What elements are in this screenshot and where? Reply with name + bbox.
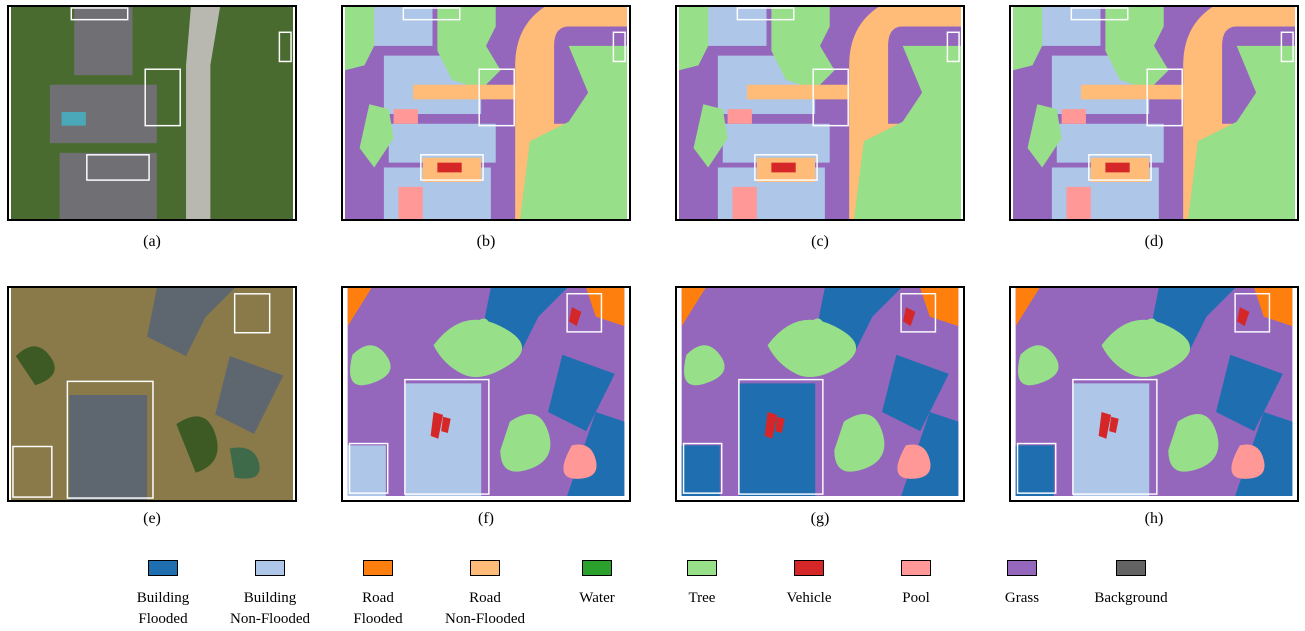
- legend-item: Grass: [967, 560, 1077, 609]
- photo: [7, 286, 297, 502]
- legend-swatch: [901, 560, 931, 576]
- legend-label: Non-Flooded: [430, 609, 540, 630]
- legend-swatch: [470, 560, 500, 576]
- panel-label: (b): [341, 233, 631, 251]
- panel-label: (f): [341, 510, 631, 528]
- legend-label: Non-Flooded: [215, 609, 325, 630]
- segmentation: [675, 286, 965, 502]
- legend-item: Pool: [861, 560, 971, 609]
- legend-swatch: [255, 560, 285, 576]
- legend-item: Vehicle: [754, 560, 864, 609]
- legend-label: Pool: [861, 588, 971, 609]
- legend-item: Background: [1076, 560, 1186, 609]
- legend-swatch: [794, 560, 824, 576]
- segmentation: [1009, 5, 1299, 221]
- panel-label: (c): [675, 233, 965, 251]
- panel-label: (e): [7, 510, 297, 528]
- legend-label: Building: [108, 588, 218, 609]
- legend-swatch: [363, 560, 393, 576]
- segmentation: [341, 286, 631, 502]
- legend-item: Water: [542, 560, 652, 609]
- panel-label: (a): [7, 233, 297, 251]
- legend-label: Flooded: [108, 609, 218, 630]
- legend-swatch: [582, 560, 612, 576]
- panel-label: (d): [1009, 233, 1299, 251]
- photo: [7, 5, 297, 221]
- segmentation: [1009, 286, 1299, 502]
- segmentation: [341, 5, 631, 221]
- legend-label: Tree: [647, 588, 757, 609]
- legend-label: Flooded: [323, 609, 433, 630]
- legend-swatch: [1116, 560, 1146, 576]
- legend-label: Road: [323, 588, 433, 609]
- page: (a)(b)(c)(d)(e)(f)(g)(h)BuildingFloodedB…: [0, 0, 1305, 631]
- legend-label: Water: [542, 588, 652, 609]
- legend-swatch: [687, 560, 717, 576]
- segmentation: [675, 5, 965, 221]
- legend-label: Road: [430, 588, 540, 609]
- legend-swatch: [148, 560, 178, 576]
- legend-item: Tree: [647, 560, 757, 609]
- legend-label: Building: [215, 588, 325, 609]
- legend-label: Grass: [967, 588, 1077, 609]
- panel-label: (g): [675, 510, 965, 528]
- legend-swatch: [1007, 560, 1037, 576]
- legend-label: Background: [1076, 588, 1186, 609]
- legend-label: Vehicle: [754, 588, 864, 609]
- panel-label: (h): [1009, 510, 1299, 528]
